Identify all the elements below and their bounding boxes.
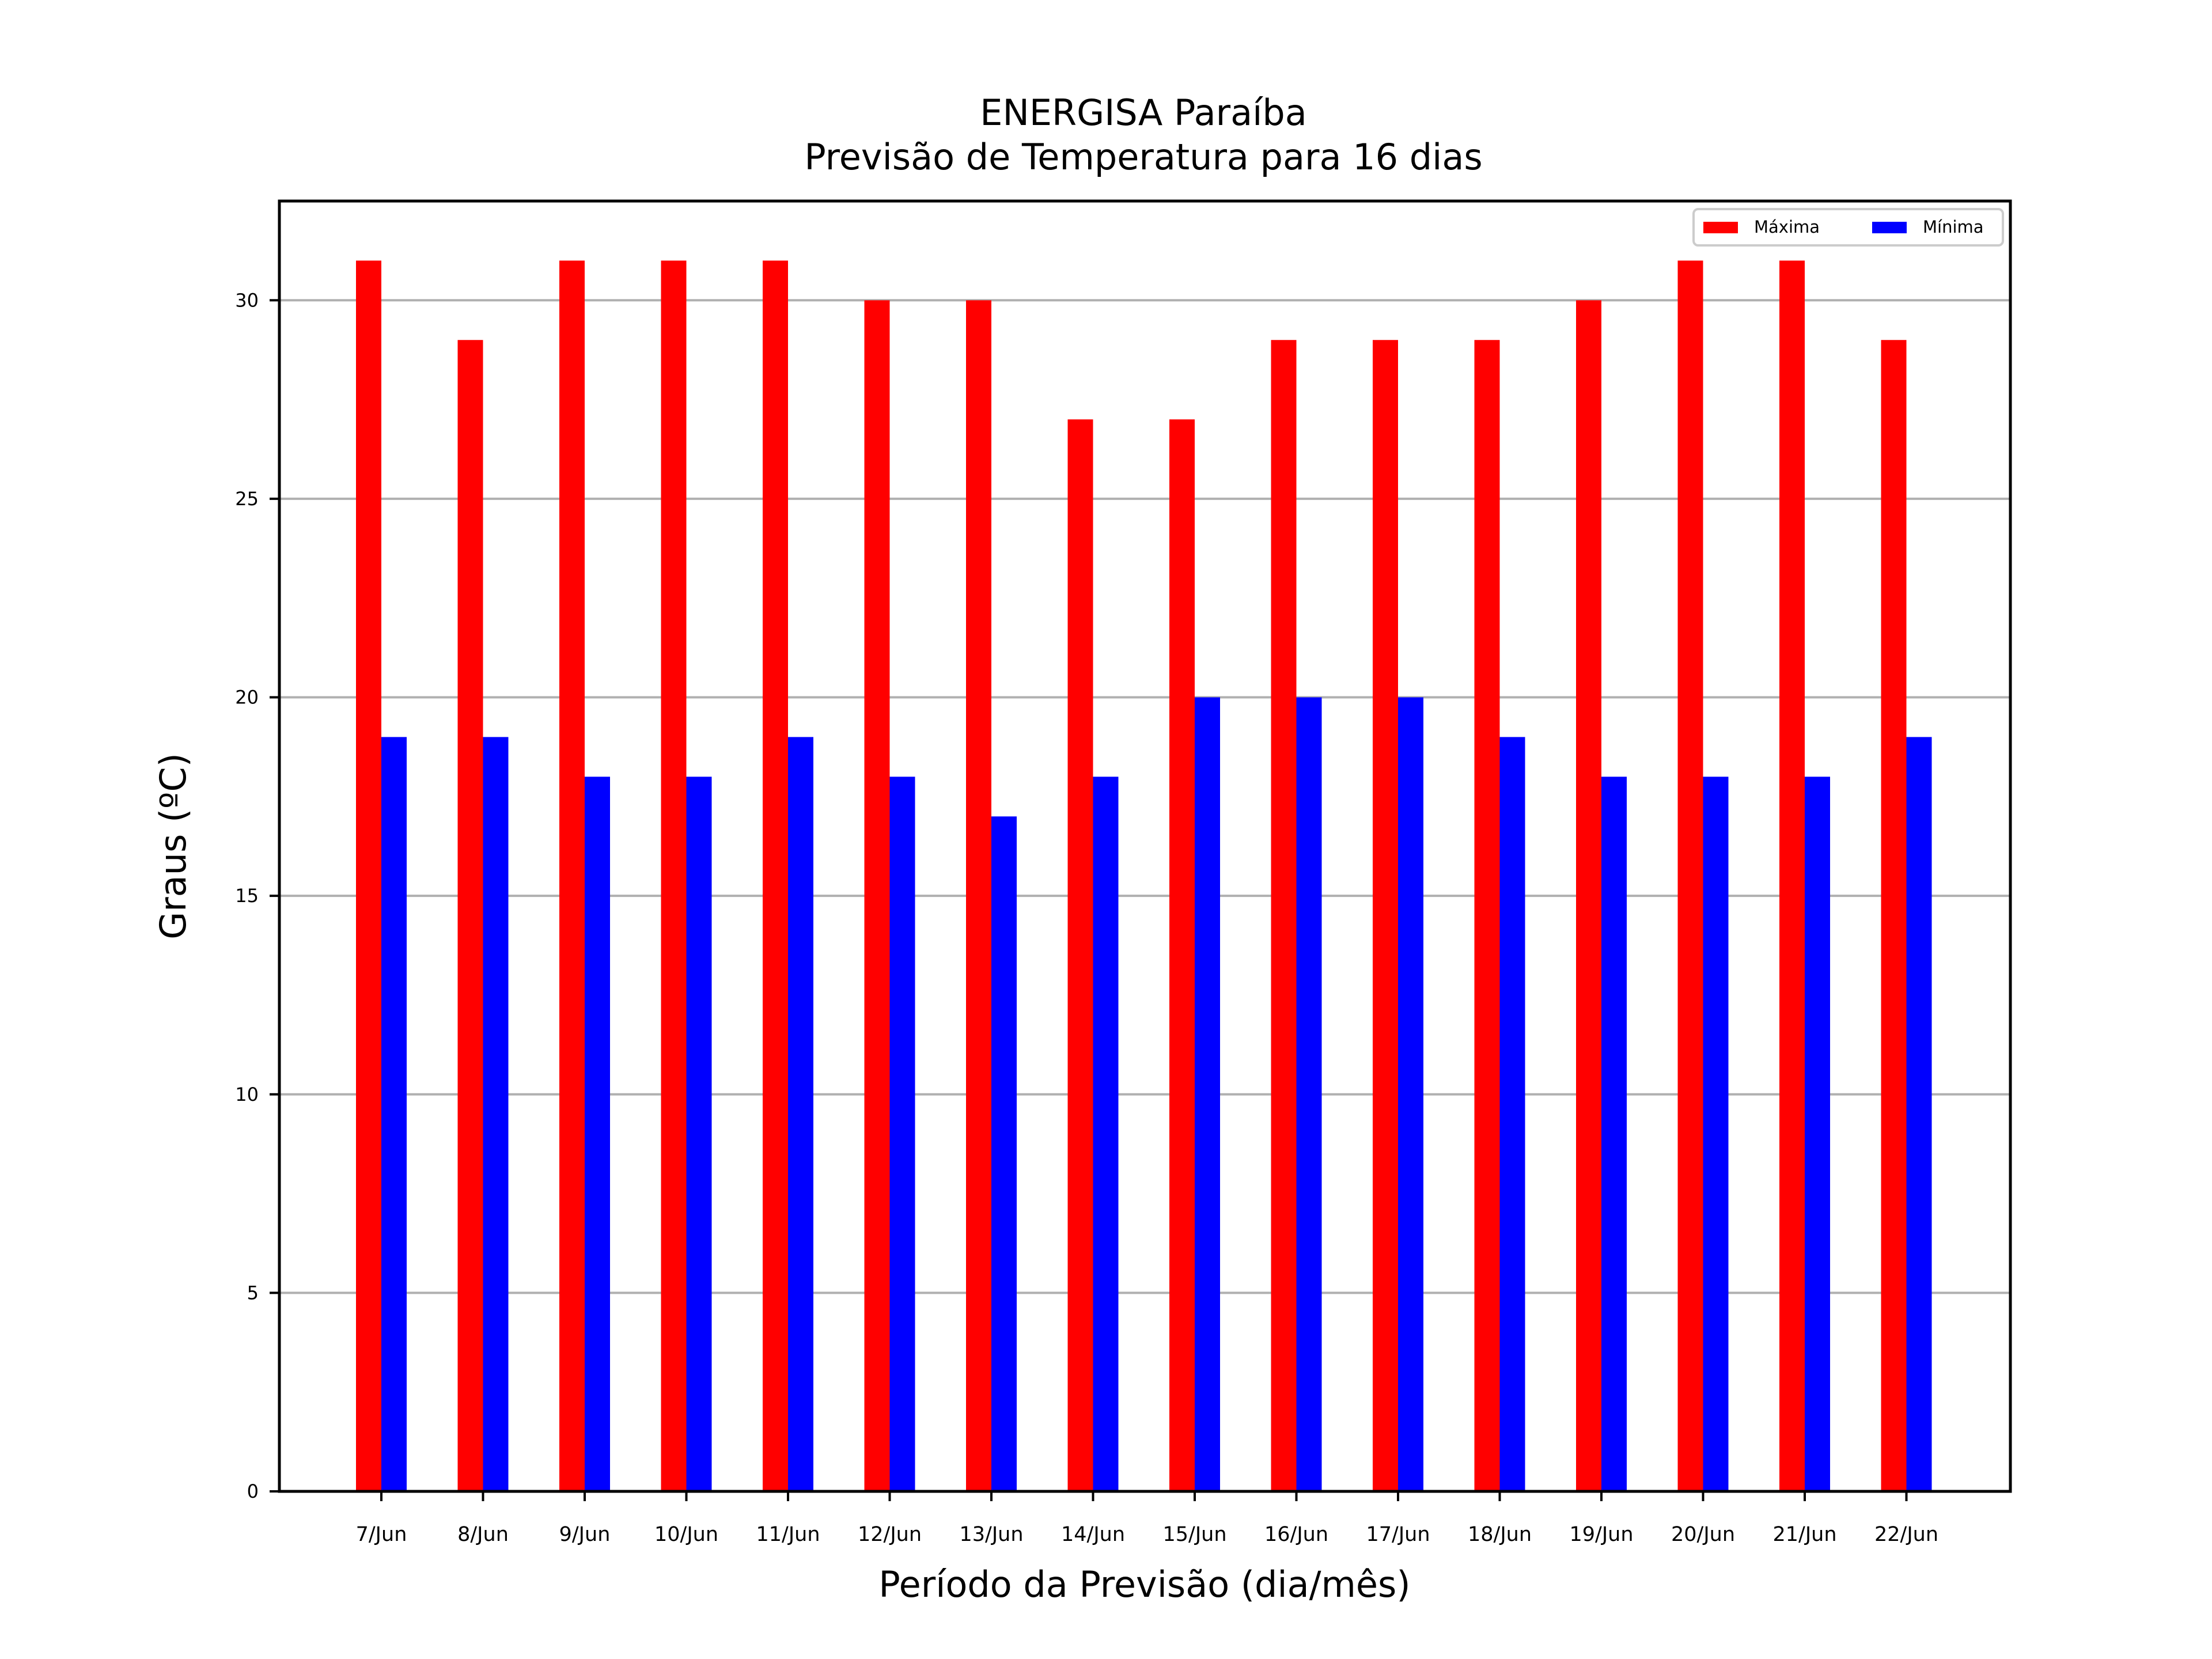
- bar-minima-12-jun: [889, 777, 915, 1491]
- x-tick-label: 22/Jun: [1874, 1523, 1938, 1546]
- bar-minima-19-jun: [1601, 777, 1627, 1491]
- bar-maxima-16-jun: [1271, 340, 1297, 1492]
- x-tick-label: 19/Jun: [1569, 1523, 1633, 1546]
- x-tick-label: 16/Jun: [1264, 1523, 1328, 1546]
- bar-maxima-11-jun: [763, 260, 788, 1492]
- bar-minima-16-jun: [1296, 697, 1322, 1491]
- bar-maxima-17-jun: [1373, 340, 1398, 1492]
- bar-maxima-15-jun: [1169, 419, 1195, 1491]
- bar-maxima-21-jun: [1779, 260, 1805, 1492]
- x-axis: 7/Jun 8/Jun 9/Jun 10/Jun 11/Jun 12/Jun 13/Jun 1…: [356, 1491, 1938, 1546]
- bar-minima-14-jun: [1093, 777, 1119, 1491]
- bar-maxima-10-jun: [661, 260, 687, 1492]
- bar-maxima-9-jun: [559, 260, 585, 1492]
- bar-minima-18-jun: [1499, 737, 1525, 1491]
- y-tick-label: 20: [235, 687, 259, 709]
- y-tick-label: 15: [235, 885, 259, 907]
- y-tick-label: 5: [247, 1282, 259, 1304]
- x-tick-label: 9/Jun: [559, 1523, 611, 1546]
- bar-minima-9-jun: [585, 777, 610, 1491]
- y-tick-label: 30: [235, 289, 259, 311]
- legend-frame: [1692, 208, 2004, 247]
- plot-area-frame: [278, 199, 2012, 1493]
- y-tick-label: 0: [247, 1480, 259, 1502]
- y-axis: 0 5 10 15 20 25 30: [235, 289, 279, 1502]
- bar-minima-10-jun: [686, 777, 712, 1491]
- x-tick-label: 13/Jun: [959, 1523, 1023, 1546]
- bar-maxima-18-jun: [1474, 340, 1500, 1492]
- y-tick-label: 25: [235, 488, 259, 510]
- y-tick-label: 10: [235, 1084, 259, 1105]
- bar-maxima-22-jun: [1881, 340, 1907, 1492]
- bar-maxima-8-jun: [457, 340, 483, 1492]
- x-tick-label: 11/Jun: [756, 1523, 820, 1546]
- bar-minima-11-jun: [788, 737, 813, 1491]
- legend-swatch-maxima: [1703, 222, 1738, 233]
- bar-maxima-7-jun: [356, 260, 381, 1492]
- bar-maxima-13-jun: [966, 300, 991, 1492]
- x-tick-label: 10/Jun: [654, 1523, 718, 1546]
- x-axis-label: Período da Previsão (dia/mês): [878, 1563, 1410, 1605]
- legend-label-maxima: Máxima: [1754, 217, 1820, 237]
- chart-title-line1: ENERGISA Paraíba: [980, 92, 1306, 134]
- x-tick-label: 15/Jun: [1162, 1523, 1226, 1546]
- chart-title-line2: Previsão de Temperatura para 16 dias: [804, 136, 1482, 178]
- x-tick-label: 20/Jun: [1671, 1523, 1735, 1546]
- x-tick-label: 12/Jun: [858, 1523, 922, 1546]
- legend: Máxima Mínima: [1692, 208, 2004, 247]
- bar-maxima-19-jun: [1576, 300, 1601, 1492]
- y-axis-label: Graus (ºC): [152, 753, 194, 940]
- x-tick-label: 21/Jun: [1772, 1523, 1836, 1546]
- x-tick-label: 14/Jun: [1061, 1523, 1125, 1546]
- bar-minima-15-jun: [1195, 697, 1220, 1491]
- x-tick-label: 7/Jun: [356, 1523, 407, 1546]
- bar-maxima-20-jun: [1677, 260, 1703, 1492]
- legend-label-minima: Mínima: [1923, 217, 1984, 237]
- x-tick-label: 17/Jun: [1366, 1523, 1430, 1546]
- legend-swatch-minima: [1872, 222, 1907, 233]
- bar-minima-22-jun: [1906, 737, 1932, 1491]
- bar-minima-21-jun: [1805, 777, 1830, 1491]
- bar-minima-7-jun: [381, 737, 407, 1491]
- bar-minima-20-jun: [1703, 777, 1729, 1491]
- bar-maxima-14-jun: [1067, 419, 1093, 1491]
- bar-minima-8-jun: [483, 737, 509, 1491]
- bar-maxima-12-jun: [864, 300, 890, 1492]
- x-tick-label: 8/Jun: [457, 1523, 509, 1546]
- bar-minima-13-jun: [991, 816, 1017, 1491]
- bar-minima-17-jun: [1398, 697, 1423, 1491]
- x-tick-label: 18/Jun: [1468, 1523, 1532, 1546]
- bars: [356, 260, 1932, 1492]
